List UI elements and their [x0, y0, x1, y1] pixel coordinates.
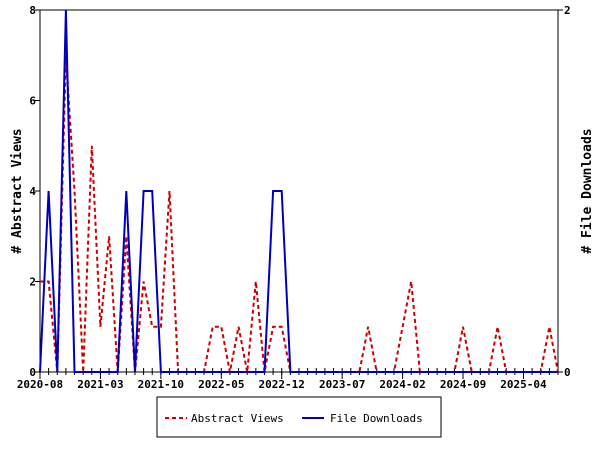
x-tick-label: 2021-10 — [138, 378, 184, 391]
x-tick-label: 2025-04 — [500, 378, 547, 391]
x-tick-label: 2020-08 — [17, 378, 63, 391]
x-tick-label: 2023-07 — [319, 378, 365, 391]
y-tick-label: 4 — [29, 185, 36, 198]
y-tick-label: 6 — [29, 95, 36, 108]
legend-label-file-downloads: File Downloads — [330, 412, 423, 425]
x-tick-label: 2021-03 — [77, 378, 123, 391]
y2-tick-label: 0 — [564, 366, 571, 379]
legend-label-abstract-views: Abstract Views — [191, 412, 284, 425]
x-tick-label: 2024-02 — [379, 378, 425, 391]
x-tick-label: 2022-05 — [198, 378, 244, 391]
x-tick-label: 2024-09 — [440, 378, 486, 391]
series-group — [39, 9, 559, 373]
x-tick-label: 2022-12 — [259, 378, 305, 391]
legend: Abstract Views File Downloads — [156, 396, 442, 438]
y-tick-label: 8 — [29, 4, 36, 17]
y-axis-label: # Abstract Views — [10, 128, 25, 253]
plot-frame — [39, 9, 559, 373]
series-line-file-downloads — [39, 9, 558, 373]
y2-tick-label: 2 — [564, 4, 571, 17]
y2-axis-label: # File Downloads — [580, 128, 595, 253]
axes: 2020-08 2021-03 2021-10 2022-05 2022-12 2023-… — [17, 4, 571, 391]
y-tick-label: 0 — [29, 366, 36, 379]
series-line-abstract-views — [40, 55, 559, 373]
y-tick-label: 2 — [29, 276, 36, 289]
